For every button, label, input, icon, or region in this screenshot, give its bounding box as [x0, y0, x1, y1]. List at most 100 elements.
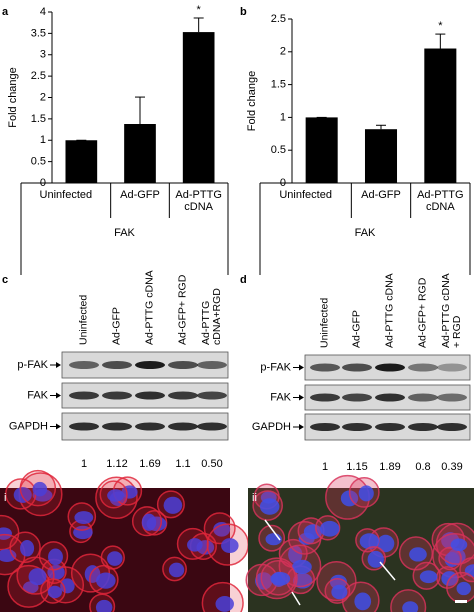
x-tick-label: Ad-GFP [361, 189, 401, 201]
blot-band [310, 423, 340, 431]
x-tick-label: Uninfected [279, 189, 332, 201]
nucleus [221, 538, 239, 553]
bar [305, 117, 338, 183]
panel-label: a [2, 6, 9, 18]
row-label: GAPDH [9, 420, 48, 432]
y-tick-label: 0.5 [31, 156, 46, 168]
arrow [264, 519, 281, 541]
nucleus [168, 562, 185, 578]
blot-band [310, 393, 340, 402]
y-tick-label: 3.5 [31, 27, 46, 39]
y-tick-label: 1 [40, 134, 46, 146]
blot-band [342, 423, 372, 431]
y-tick-label: 3 [40, 49, 46, 61]
nucleus [354, 592, 372, 611]
nucleus [255, 572, 273, 590]
quantification: 1.69 [139, 458, 160, 470]
y-tick-label: 2.5 [271, 13, 286, 25]
lane-header: Uninfected [318, 297, 331, 348]
blot-band [102, 361, 132, 369]
nucleus [163, 496, 183, 514]
row-arrowhead [56, 392, 61, 399]
quantification: 1 [81, 458, 87, 470]
bar [364, 129, 398, 183]
quantification: 1 [322, 461, 328, 473]
quantification: 0.50 [201, 458, 222, 470]
nucleus [28, 568, 47, 586]
x-tick-label: Uninfected [39, 189, 93, 201]
blot-band [197, 422, 227, 431]
row-arrowhead [299, 394, 304, 401]
x-tick-label: Ad-PTTG cDNA [175, 189, 222, 213]
y-tick-label: 2 [40, 91, 46, 103]
panel-label: c [2, 274, 8, 286]
blot-band [102, 422, 132, 431]
blot-band [408, 363, 438, 372]
arrow [291, 591, 301, 606]
y-tick-label: 2.5 [31, 70, 46, 82]
error-bar [435, 33, 446, 49]
y-tick-label: 1.5 [31, 113, 46, 125]
significance-marker: * [438, 20, 443, 32]
blot-band [342, 363, 372, 372]
row-label: p-FAK [17, 359, 48, 371]
lane-header: Uninfected [77, 294, 90, 345]
nucleus [367, 550, 384, 568]
quantification: 1.1 [175, 458, 190, 470]
error-bar [135, 96, 145, 125]
micrograph-label: ii [252, 492, 257, 504]
row-label: FAK [27, 389, 48, 401]
row-arrowhead [56, 423, 61, 430]
nucleus [409, 547, 427, 562]
nucleus [74, 511, 94, 524]
y-axis-label: Fold change [7, 67, 19, 128]
blot-band [375, 393, 405, 402]
row-label: GAPDH [252, 421, 291, 433]
blot-band [135, 422, 165, 431]
blot-band [437, 423, 467, 431]
error-bar [376, 124, 386, 130]
nucleus [48, 548, 63, 566]
quantification: 1.15 [346, 461, 367, 473]
nucleus [213, 521, 231, 537]
blot-band [375, 423, 405, 431]
x-tick-label: Ad-PTTG cDNA [417, 189, 464, 213]
blot-band [437, 363, 467, 372]
blot-band [408, 393, 438, 402]
nucleus [444, 552, 460, 567]
nucleus [270, 571, 291, 586]
bar [424, 48, 457, 183]
nucleus [450, 538, 468, 552]
row-label: p-FAK [260, 361, 291, 373]
arrow [379, 561, 396, 581]
nucleus [419, 570, 438, 584]
nucleus [319, 520, 340, 537]
bar [182, 32, 215, 183]
quantification: 0.8 [415, 461, 430, 473]
y-tick-label: 0.5 [271, 144, 286, 156]
blot-band [69, 361, 99, 369]
lane-header: Ad-GFP+ RGD [176, 274, 189, 345]
quantification: 1.12 [106, 458, 127, 470]
row-arrowhead [56, 362, 61, 368]
nucleus [96, 572, 116, 589]
blot-band [437, 393, 467, 402]
lane-header: Ad-PTTG cDNA [143, 270, 156, 345]
error-bar [193, 17, 204, 33]
blot-band [135, 391, 165, 400]
bar [124, 124, 156, 183]
nucleus [377, 534, 395, 553]
nucleus [107, 489, 125, 502]
nucleus [141, 513, 157, 531]
blot-band [310, 363, 340, 372]
nucleus [107, 551, 123, 566]
nucleus [32, 481, 48, 497]
quantification: 0.39 [441, 461, 462, 473]
nucleus [187, 538, 203, 552]
blot-band [408, 423, 438, 431]
lane-header: Ad-GFP [110, 307, 123, 345]
y-tick-label: 4 [40, 6, 46, 18]
blot-band [197, 391, 227, 400]
quantification: 1.89 [379, 461, 400, 473]
nucleus [331, 584, 348, 600]
